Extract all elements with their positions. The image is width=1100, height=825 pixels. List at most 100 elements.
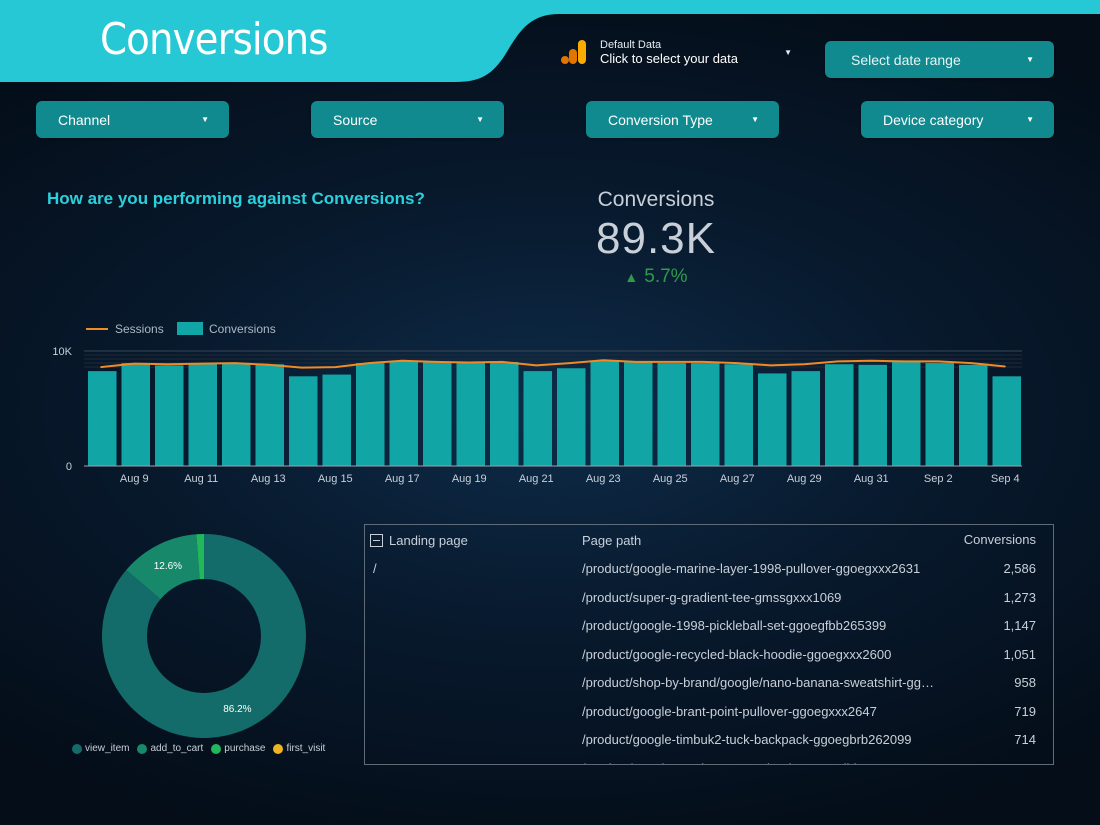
conversion-type-filter-label: Conversion Type xyxy=(608,111,713,128)
donut-legend: view_item add_to_cart purchase first_visit xyxy=(72,743,333,754)
conversions-bar xyxy=(590,360,619,466)
x-tick-label: Aug 27 xyxy=(720,473,755,485)
conversions-cell: 1,051 xyxy=(1003,646,1036,662)
device-category-filter[interactable]: Device category ▼ xyxy=(861,101,1054,138)
legend-conversions-swatch xyxy=(177,322,203,335)
conversions-bar xyxy=(925,363,954,466)
caret-down-icon: ▼ xyxy=(784,48,792,57)
y-tick-label: 10K xyxy=(52,346,72,358)
sessions-point xyxy=(435,361,437,363)
conversions-bar xyxy=(523,371,552,466)
date-range-picker[interactable]: Select date range ▼ xyxy=(825,41,1054,78)
landing-page-column-header[interactable]: Landing page xyxy=(370,533,468,548)
sessions-point xyxy=(401,360,403,362)
conversions-column-header[interactable]: Conversions xyxy=(963,532,1036,547)
conversions-bar xyxy=(557,368,586,466)
legend-swatch xyxy=(137,743,148,754)
conversions-bar xyxy=(188,363,217,466)
conversions-bar xyxy=(155,365,184,466)
page-path-column-header[interactable]: Page path xyxy=(582,533,642,548)
caret-down-icon: ▼ xyxy=(751,115,759,124)
device-category-filter-label: Device category xyxy=(883,111,984,128)
caret-down-icon: ▼ xyxy=(1026,115,1034,124)
caret-down-icon: ▼ xyxy=(201,115,209,124)
sessions-point xyxy=(971,362,973,364)
table-row[interactable]: /product/google-timbuk2-tuck-backpack-gg… xyxy=(365,730,1053,758)
collapse-icon[interactable] xyxy=(370,534,383,547)
caret-down-icon: ▼ xyxy=(1026,55,1034,64)
channel-filter[interactable]: Channel ▼ xyxy=(36,101,229,138)
x-tick-label: Sep 2 xyxy=(924,473,953,485)
conversions-bar xyxy=(758,373,787,466)
legend-swatch xyxy=(211,743,222,754)
sessions-point xyxy=(468,361,470,364)
sessions-point xyxy=(301,367,303,369)
x-tick-label: Aug 31 xyxy=(854,473,889,485)
x-tick-label: Aug 21 xyxy=(519,473,554,485)
legend-label: first_visit xyxy=(286,743,326,754)
arrow-up-icon: ▲ xyxy=(624,269,639,285)
conversions-cell: 958 xyxy=(1014,675,1036,690)
landing-page-table: Landing page Page path Conversions / /pro… xyxy=(364,524,1054,765)
legend-item-add-to-cart[interactable]: add_to_cart xyxy=(137,743,203,754)
table-row[interactable]: /product/google-brant-point-pullover-ggo… xyxy=(365,702,1053,730)
sessions-point xyxy=(200,363,202,365)
conversions-cell: 714 xyxy=(1014,732,1036,747)
page-title: Conversions xyxy=(100,14,328,65)
conversion-type-filter[interactable]: Conversion Type ▼ xyxy=(586,101,779,138)
sessions-point xyxy=(502,361,504,363)
legend-swatch xyxy=(273,743,284,754)
sessions-point xyxy=(669,361,671,363)
date-range-label: Select date range xyxy=(851,51,961,68)
sessions-point xyxy=(870,360,872,362)
x-tick-label: Aug 15 xyxy=(318,473,353,485)
x-tick-label: Aug 11 xyxy=(184,473,218,485)
conversions-scorecard: Conversions 89.3K ▲ 5.7% xyxy=(556,188,756,288)
landing-page-header-label: Landing page xyxy=(389,533,468,548)
channel-filter-label: Channel xyxy=(58,111,111,128)
conversions-bar xyxy=(456,362,485,466)
table-header: Landing page Page path Conversions xyxy=(365,525,1053,555)
sessions-point xyxy=(1004,365,1006,368)
scorecard-value: 89.3K xyxy=(596,214,716,263)
conversions-bar xyxy=(858,364,887,466)
analytics-icon xyxy=(561,40,586,64)
conversions-bar xyxy=(959,364,988,466)
legend-item-first-visit[interactable]: first_visit xyxy=(273,743,325,754)
conversions-cell: 1,273 xyxy=(1003,589,1036,605)
legend-label: view_item xyxy=(85,743,130,754)
conversions-bar xyxy=(121,363,150,466)
y-tick-label: 0 xyxy=(66,461,72,473)
page-path-cell: /product/super-g-gradient-tee-gmssgxxx10… xyxy=(582,589,842,605)
legend-label: add_to_cart xyxy=(150,743,204,754)
table-row[interactable]: /product/shop-by-brand/google/nano-banan… xyxy=(365,673,1053,701)
conversions-cell: 719 xyxy=(1014,703,1036,719)
table-row[interactable]: /product/google-1998-pickleball-set-ggoe… xyxy=(365,616,1053,644)
data-source-hint: Click to select your data xyxy=(600,51,739,66)
sessions-point xyxy=(267,364,269,366)
data-source-picker[interactable]: Default Data Click to select your data ▼ xyxy=(560,38,796,66)
table-row[interactable]: / /product/google-marine-layer-1998-pullo… xyxy=(365,559,1053,587)
legend-swatch xyxy=(72,743,82,754)
scorecard-delta: ▲ 5.7% xyxy=(556,266,756,288)
table-row[interactable]: /product/super-g-gradient-tee-gmssgxxx10… xyxy=(365,588,1053,616)
legend-item-view-item[interactable]: view_item xyxy=(72,743,129,754)
x-tick-label: Sep 4 xyxy=(991,473,1020,485)
legend-conversions-label: Conversions xyxy=(209,322,276,336)
sessions-point xyxy=(368,362,370,364)
legend-item-purchase[interactable]: purchase xyxy=(211,743,265,754)
source-filter-label: Source xyxy=(333,111,378,128)
sessions-point xyxy=(535,364,537,366)
table-row[interactable]: /product/google-recycled-black-hoodie-gg… xyxy=(365,645,1053,673)
landing-page-cell: / xyxy=(373,561,377,576)
x-tick-label: Aug 23 xyxy=(586,473,621,485)
sessions-point xyxy=(234,362,236,364)
source-filter[interactable]: Source ▼ xyxy=(311,101,504,138)
conversions-bar xyxy=(322,374,351,466)
x-tick-label: Aug 25 xyxy=(653,473,688,485)
donut-slice-label: 86.2% xyxy=(223,704,251,715)
sessions-point xyxy=(334,366,336,368)
table-row[interactable]: /product/google-gravity-super-g-bottle-g… xyxy=(365,759,1053,765)
conversions-bar xyxy=(657,363,686,466)
x-tick-label: Aug 19 xyxy=(452,473,487,485)
